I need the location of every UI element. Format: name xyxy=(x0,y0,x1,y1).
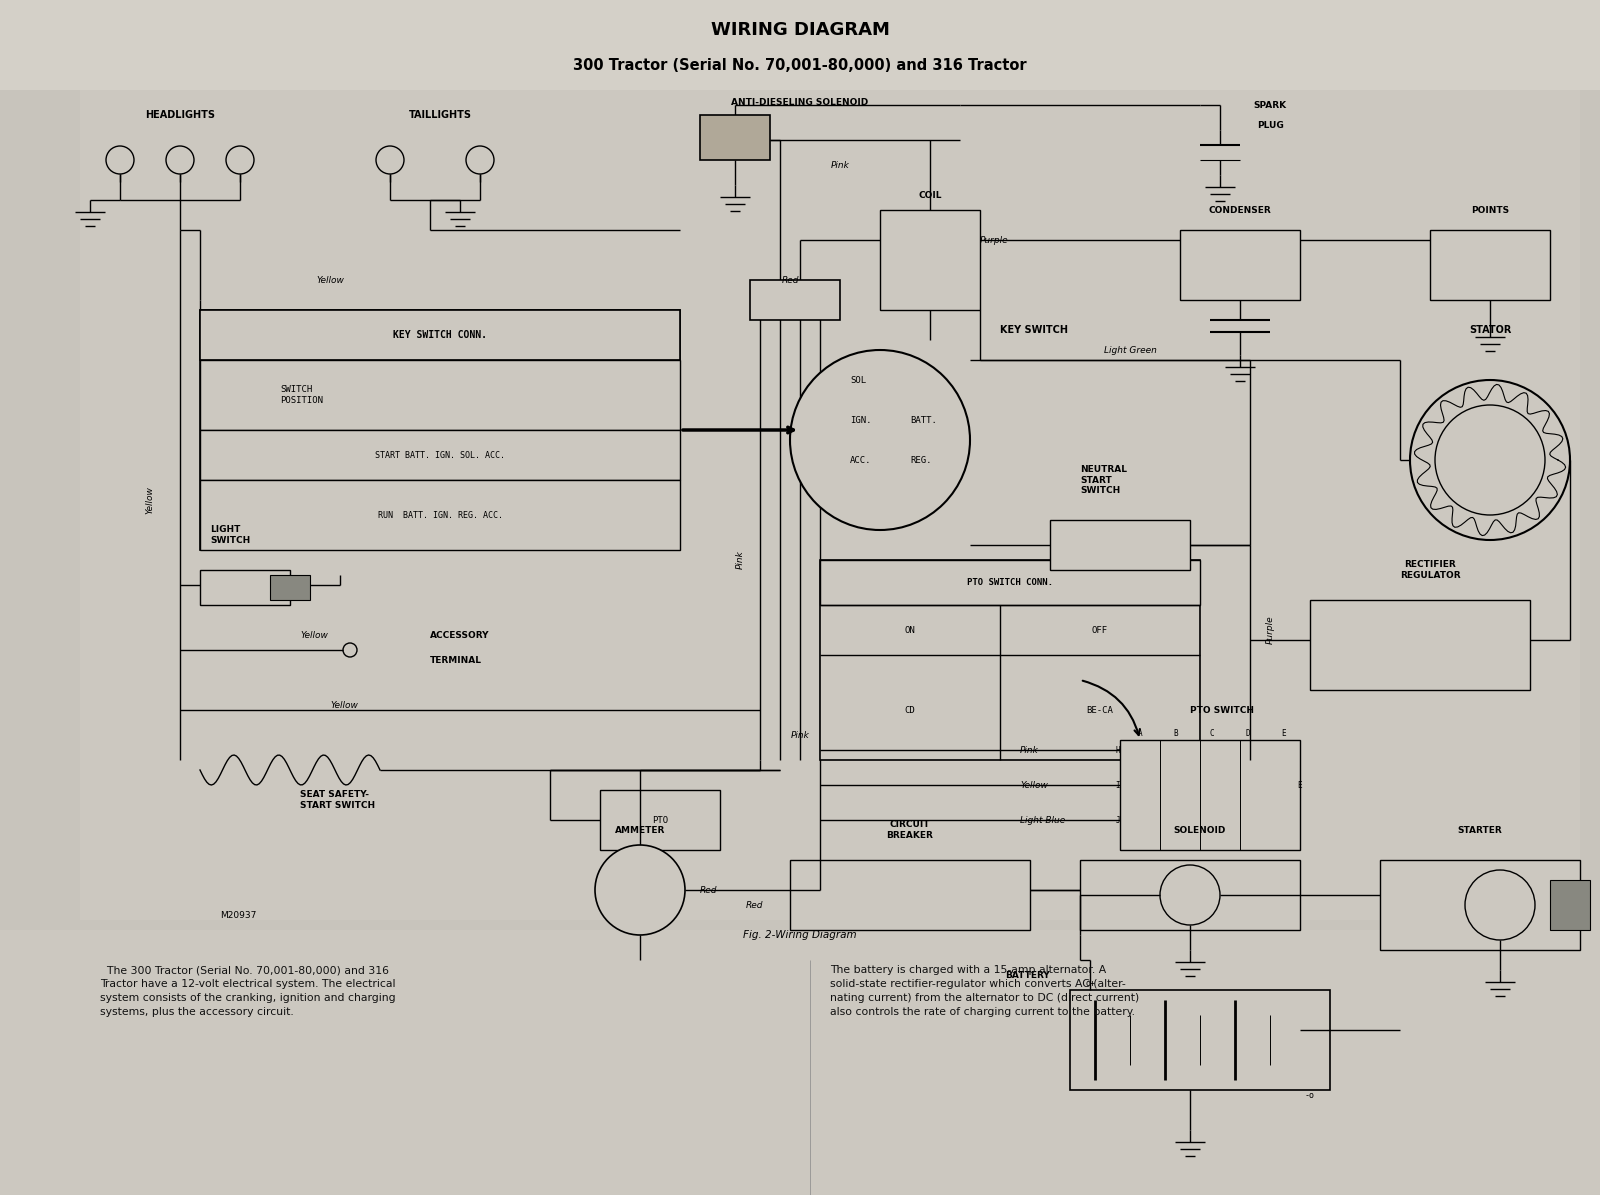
Bar xyxy=(200,310,680,360)
Text: E: E xyxy=(1282,729,1286,737)
Circle shape xyxy=(595,845,685,934)
Text: J: J xyxy=(1115,815,1120,825)
Bar xyxy=(819,560,1200,760)
Text: Purple: Purple xyxy=(1266,615,1275,644)
Text: ON: ON xyxy=(904,625,915,635)
Text: BATTERY: BATTERY xyxy=(1005,970,1050,980)
Text: B: B xyxy=(1174,729,1178,737)
Text: PTO SWITCH: PTO SWITCH xyxy=(1190,705,1254,715)
Text: CD: CD xyxy=(904,705,915,715)
Bar xyxy=(1181,229,1299,300)
Text: HEADLIGHTS: HEADLIGHTS xyxy=(146,110,214,120)
Text: TAILLIGHTS: TAILLIGHTS xyxy=(408,110,472,120)
Text: ACC.: ACC. xyxy=(850,455,872,465)
Text: Yellow: Yellow xyxy=(301,631,328,639)
Text: Red: Red xyxy=(701,885,717,895)
Text: Purple: Purple xyxy=(979,235,1008,245)
Text: Yellow: Yellow xyxy=(317,276,344,284)
Text: Pink: Pink xyxy=(736,550,744,569)
Text: BATT.: BATT. xyxy=(910,416,938,424)
Bar xyxy=(1120,740,1299,850)
Text: Yellow: Yellow xyxy=(1021,780,1048,790)
Text: START BATT. IGN. SOL. ACC.: START BATT. IGN. SOL. ACC. xyxy=(374,451,506,460)
Text: The battery is charged with a 15-amp alternator. A
solid-state rectifier-regulat: The battery is charged with a 15-amp alt… xyxy=(830,966,1139,1017)
Text: Red: Red xyxy=(781,276,798,284)
Bar xyxy=(200,570,290,605)
Text: Light Green: Light Green xyxy=(1104,345,1157,355)
Text: WIRING DIAGRAM: WIRING DIAGRAM xyxy=(710,22,890,39)
Text: TERMINAL: TERMINAL xyxy=(430,656,482,664)
Text: STARTER: STARTER xyxy=(1458,826,1502,834)
Text: E: E xyxy=(1298,780,1302,790)
Text: COIL: COIL xyxy=(918,190,942,200)
Text: CONDENSER: CONDENSER xyxy=(1208,206,1272,214)
Text: SWITCH
POSITION: SWITCH POSITION xyxy=(280,385,323,405)
Text: RECTIFIER
REGULATOR: RECTIFIER REGULATOR xyxy=(1400,560,1461,580)
Text: KEY SWITCH CONN.: KEY SWITCH CONN. xyxy=(394,330,486,341)
Bar xyxy=(0,930,1600,1195)
Bar xyxy=(1430,229,1550,300)
Bar xyxy=(0,0,1600,90)
Text: I: I xyxy=(1115,780,1120,790)
Text: STATOR: STATOR xyxy=(1469,325,1510,335)
Bar xyxy=(790,860,1030,930)
Text: BE-CA: BE-CA xyxy=(1086,705,1114,715)
Bar xyxy=(200,360,680,430)
Bar xyxy=(819,560,1200,605)
Text: PLUG: PLUG xyxy=(1256,121,1283,129)
Text: KEY SWITCH: KEY SWITCH xyxy=(1000,325,1069,335)
Text: CIRCUIT
BREAKER: CIRCUIT BREAKER xyxy=(886,820,933,840)
Text: Pink: Pink xyxy=(790,730,810,740)
Text: POINTS: POINTS xyxy=(1470,206,1509,214)
Bar xyxy=(600,790,720,850)
Text: IGN.: IGN. xyxy=(850,416,872,424)
Bar xyxy=(1080,860,1299,930)
Circle shape xyxy=(790,350,970,531)
Text: C: C xyxy=(1210,729,1214,737)
Text: D: D xyxy=(1246,729,1250,737)
Bar xyxy=(750,280,840,320)
Text: Red: Red xyxy=(746,901,763,909)
Text: o+: o+ xyxy=(1085,979,1094,987)
Bar xyxy=(1070,989,1330,1090)
Text: -o: -o xyxy=(1306,1091,1315,1099)
Text: Light Blue: Light Blue xyxy=(1021,815,1066,825)
Text: PTO: PTO xyxy=(651,815,669,825)
Text: The 300 Tractor (Serial No. 70,001-80,000) and 316
Tractor have a 12-volt electr: The 300 Tractor (Serial No. 70,001-80,00… xyxy=(99,966,395,1017)
Bar xyxy=(200,310,680,550)
Text: SEAT SAFETY-
START SWITCH: SEAT SAFETY- START SWITCH xyxy=(301,790,374,810)
Text: SOL: SOL xyxy=(850,375,866,385)
Bar xyxy=(1050,520,1190,570)
Text: LIGHT
SWITCH: LIGHT SWITCH xyxy=(210,526,250,545)
Text: Pink: Pink xyxy=(830,160,850,170)
Text: OFF: OFF xyxy=(1091,625,1109,635)
Bar xyxy=(80,90,1581,920)
Text: REG.: REG. xyxy=(910,455,931,465)
Text: SOLENOID: SOLENOID xyxy=(1174,826,1226,834)
Text: NEUTRAL
START
SWITCH: NEUTRAL START SWITCH xyxy=(1080,465,1126,495)
Text: RUN  BATT. IGN. REG. ACC.: RUN BATT. IGN. REG. ACC. xyxy=(378,510,502,520)
Bar xyxy=(1310,600,1530,690)
Text: PTO SWITCH CONN.: PTO SWITCH CONN. xyxy=(966,577,1053,587)
Bar xyxy=(1379,860,1581,950)
Text: Fig. 2-Wiring Diagram: Fig. 2-Wiring Diagram xyxy=(742,930,858,940)
Text: H: H xyxy=(1115,746,1120,754)
Text: 300 Tractor (Serial No. 70,001-80,000) and 316 Tractor: 300 Tractor (Serial No. 70,001-80,000) a… xyxy=(573,57,1027,73)
Text: Yellow: Yellow xyxy=(146,486,155,514)
Text: AMMETER: AMMETER xyxy=(614,826,666,834)
Text: ACCESSORY: ACCESSORY xyxy=(430,631,490,639)
Bar xyxy=(701,115,770,160)
Text: A: A xyxy=(1138,729,1142,737)
Text: M20937: M20937 xyxy=(221,911,256,919)
Bar xyxy=(1550,880,1590,930)
Bar xyxy=(880,210,979,310)
Bar xyxy=(200,480,680,550)
Text: Yellow: Yellow xyxy=(330,700,358,710)
Text: ANTI-DIESELING SOLENOID: ANTI-DIESELING SOLENOID xyxy=(731,98,869,106)
Bar xyxy=(200,430,680,480)
Text: SPARK: SPARK xyxy=(1253,100,1286,110)
Bar xyxy=(270,575,310,600)
Text: Pink: Pink xyxy=(1021,746,1038,754)
